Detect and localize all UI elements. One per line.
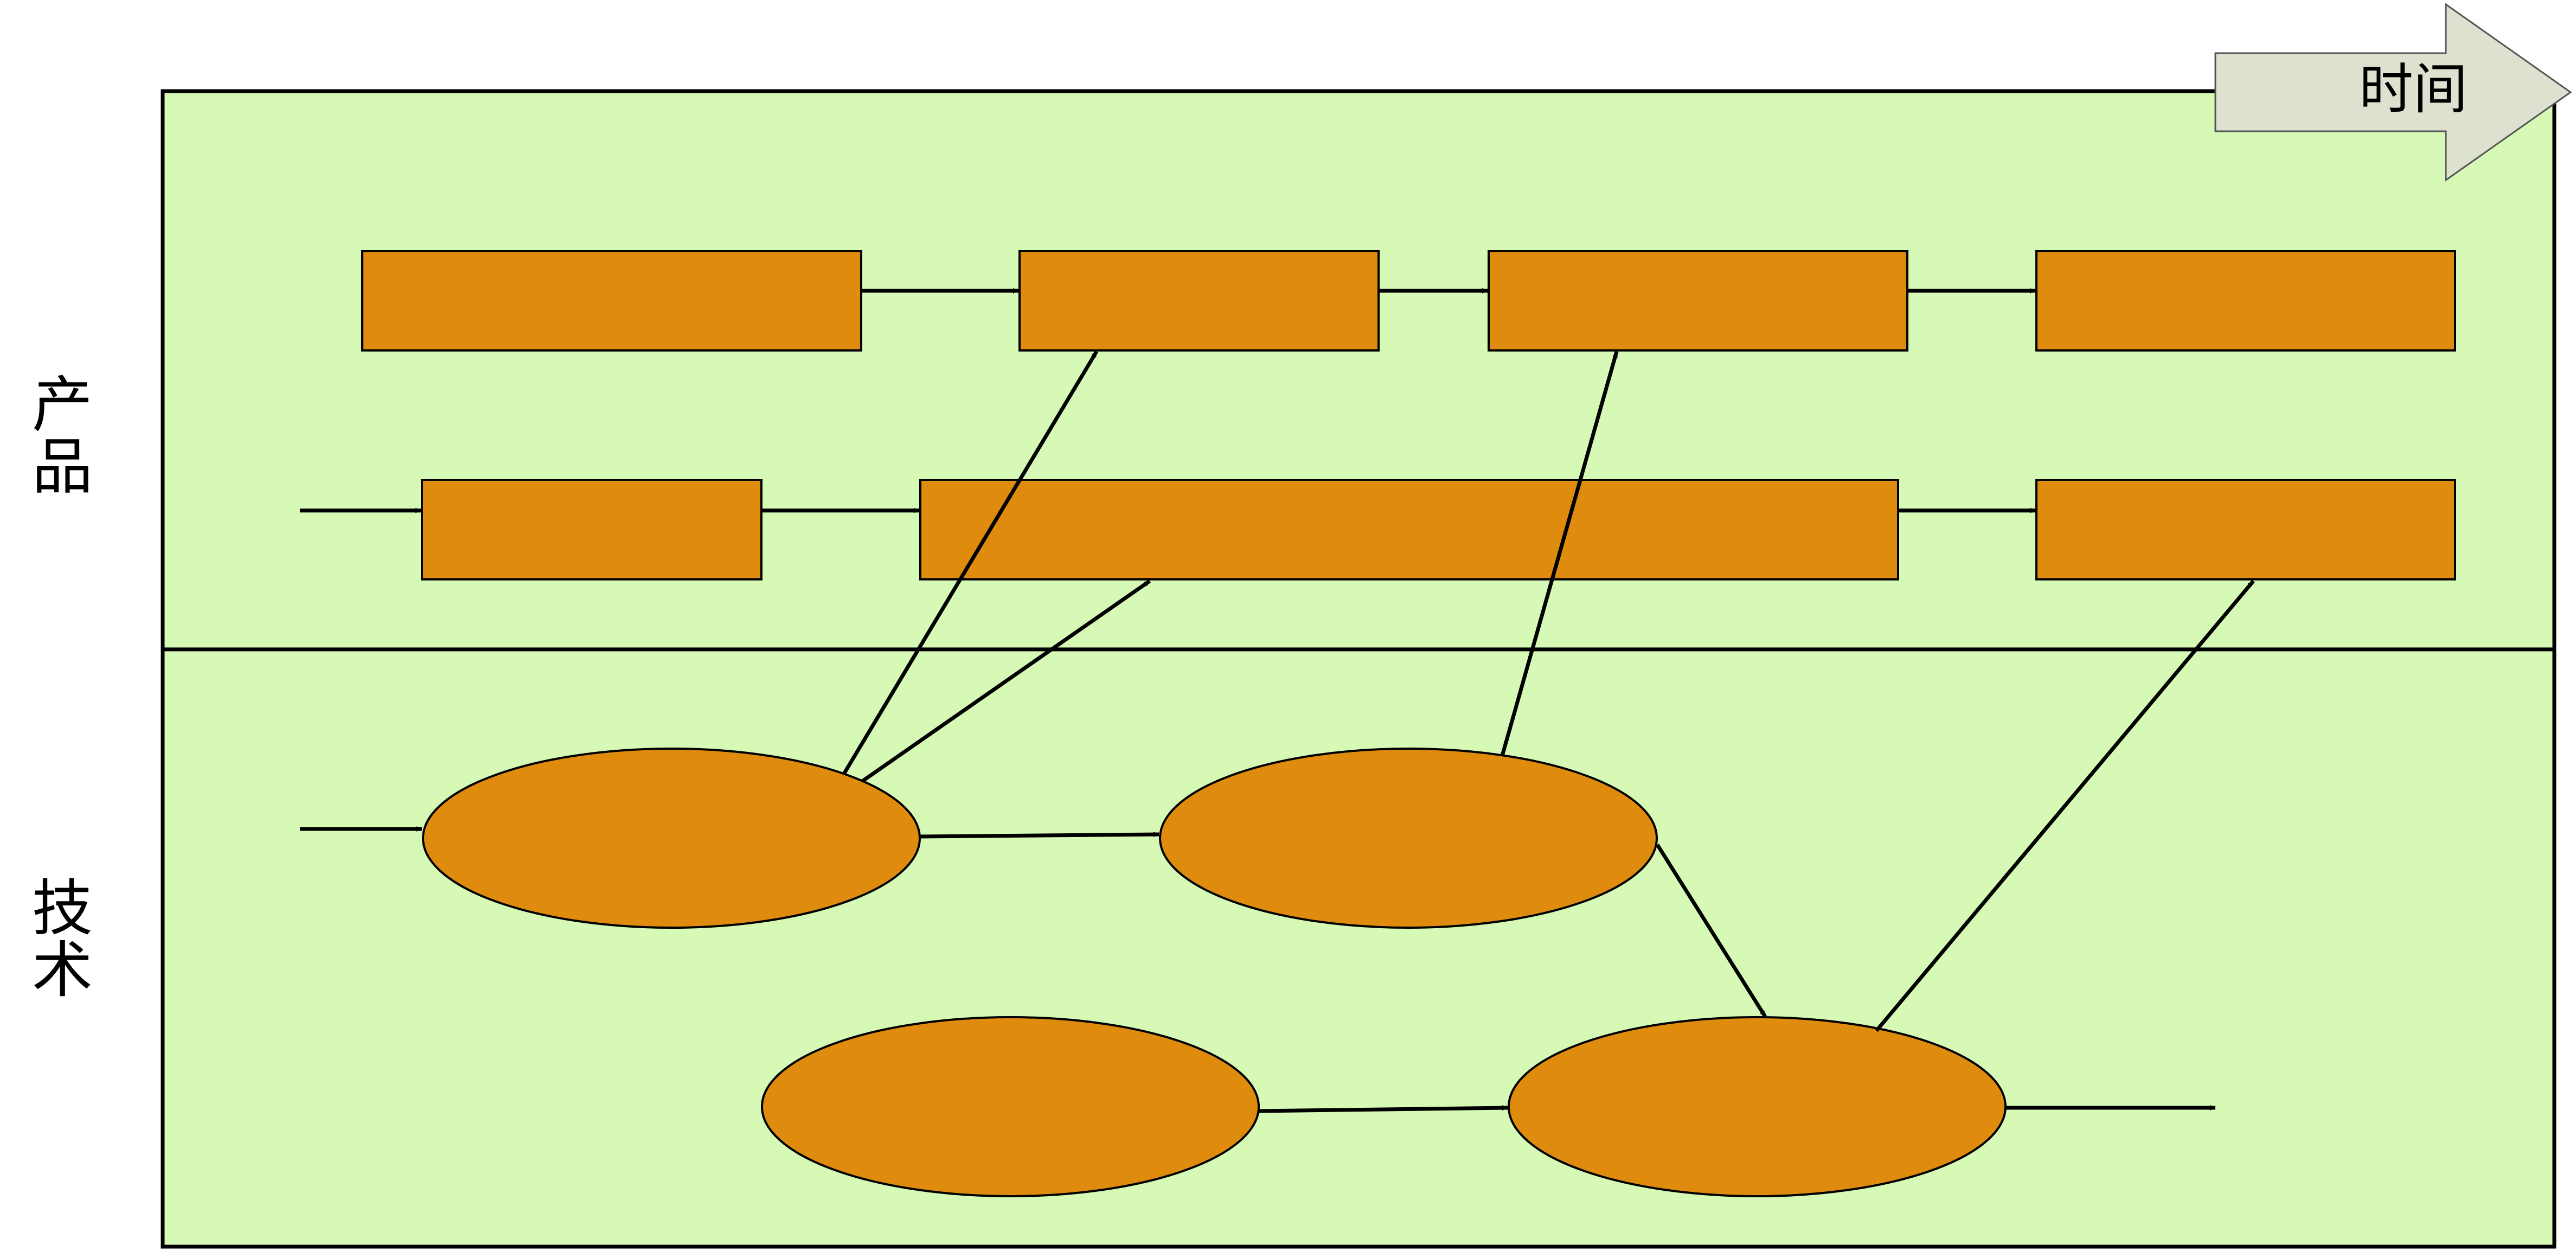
product-box-2-1 xyxy=(422,480,761,579)
product-box-1-3 xyxy=(1489,251,1907,350)
product-row-label-char-2: 品 xyxy=(22,436,103,498)
product-box-2-3 xyxy=(2036,480,2455,579)
tech-ellipse-2 xyxy=(1160,749,1657,928)
tech-ellipse-1 xyxy=(423,749,920,928)
time-arrow-label: 时间 xyxy=(2327,52,2468,127)
product-row-label-char-1: 产 xyxy=(22,374,103,436)
technology-row-label-char-1: 技 xyxy=(22,878,103,940)
product-box-1-2 xyxy=(1020,251,1379,350)
product-box-1-1 xyxy=(362,251,861,350)
technology-row-label-char-2: 术 xyxy=(22,940,103,1001)
arrow-t1-to-t2 xyxy=(920,834,1159,837)
tech-ellipse-3 xyxy=(762,1017,1259,1196)
tech-ellipse-4 xyxy=(1509,1017,2005,1196)
technology-row-label: 技 术 xyxy=(22,878,103,1001)
product-row-label: 产 品 xyxy=(22,374,103,498)
product-box-1-4 xyxy=(2036,251,2455,350)
product-box-2-2 xyxy=(920,480,1898,579)
